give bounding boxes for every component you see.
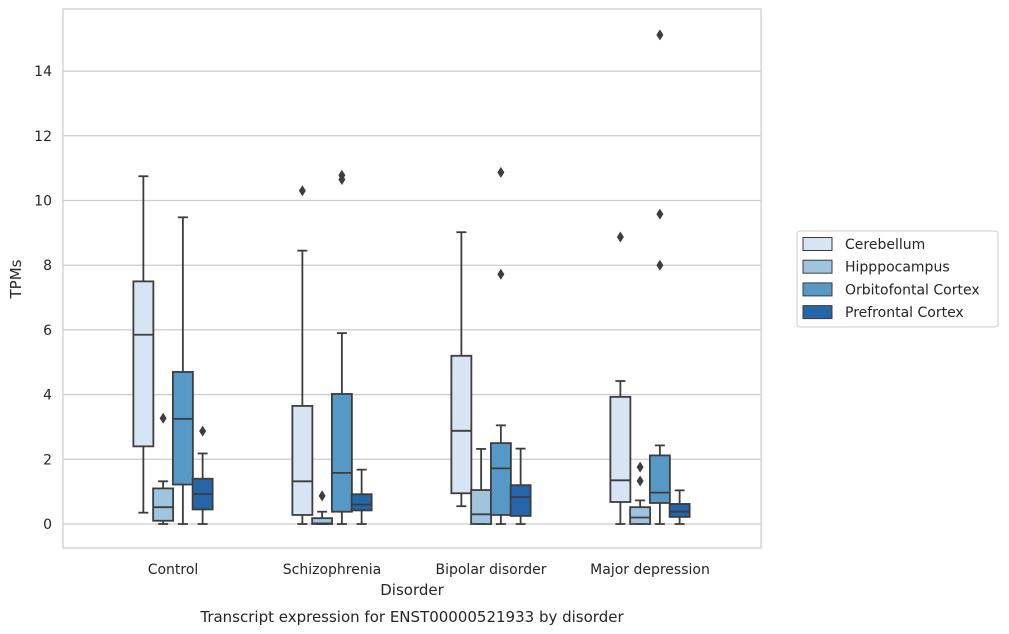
x-tick-label: Bipolar disorder	[435, 562, 546, 578]
box	[509, 484, 532, 517]
y-tick-label: 4	[43, 388, 52, 404]
y-tick-label: 14	[34, 64, 52, 80]
outlier-point	[497, 268, 505, 280]
outlier-point	[656, 29, 664, 41]
box	[132, 280, 155, 448]
legend-frame	[796, 230, 999, 328]
y-tick-label: 0	[43, 517, 52, 533]
box	[350, 493, 373, 512]
box	[470, 489, 493, 525]
box-group	[629, 461, 652, 525]
box	[291, 405, 314, 516]
box	[609, 395, 632, 503]
box	[668, 503, 691, 518]
outlier-point	[497, 166, 505, 178]
x-axis-label: Disorder	[380, 581, 444, 599]
y-tick-labels: 0 2 4 6 8 10 12 14	[34, 64, 52, 533]
x-tick-label: Control	[148, 562, 199, 578]
box	[330, 393, 353, 513]
box-group	[152, 412, 175, 525]
legend-label: Prefrontal Cortex	[845, 305, 964, 321]
box-group	[450, 231, 473, 508]
box-group	[350, 468, 373, 525]
plot-frame	[62, 8, 762, 549]
box-group	[311, 490, 334, 525]
legend: Cerebellum Hipppocampus Orbitofontal Corte…	[796, 230, 999, 328]
box-group	[489, 166, 512, 525]
box-group	[609, 231, 632, 525]
outlier-point	[338, 169, 346, 181]
box	[450, 354, 473, 495]
outlier-point	[616, 231, 624, 243]
box	[489, 442, 512, 516]
legend-swatch	[802, 305, 833, 320]
legend-swatch	[802, 282, 833, 297]
y-tick-label: 2	[43, 452, 52, 468]
outlier-point	[656, 208, 664, 220]
y-axis-label: TPMs	[7, 259, 25, 299]
box-plots	[132, 29, 691, 525]
legend-swatch	[802, 259, 833, 274]
box	[171, 371, 194, 486]
outlier-point	[318, 490, 326, 502]
legend-swatch	[802, 237, 833, 251]
box	[648, 454, 671, 504]
outlier-point	[656, 259, 664, 271]
box-group	[509, 447, 532, 525]
outlier-point	[636, 475, 644, 487]
outlier-point	[199, 425, 207, 437]
legend-label: Hipppocampus	[845, 260, 950, 276]
outlier-point	[159, 412, 167, 424]
legend-label: Cerebellum	[845, 237, 925, 253]
y-tick-label: 8	[43, 258, 52, 274]
x-tick-label: Major depression	[590, 562, 710, 578]
box-group	[191, 425, 214, 525]
box	[152, 487, 175, 522]
box-group	[171, 216, 194, 525]
legend-items: Cerebellum Hipppocampus Orbitofontal Corte…	[802, 237, 980, 321]
box-group	[330, 169, 353, 525]
y-tick-label: 10	[34, 194, 52, 210]
x-tick-labels: Control Schizophrenia Bipolar disorder Majo…	[148, 562, 710, 578]
box-group	[648, 29, 671, 525]
outlier-point	[298, 185, 306, 197]
box-group	[291, 185, 314, 525]
box-group	[668, 489, 691, 525]
x-tick-label: Schizophrenia	[283, 562, 381, 578]
y-tick-label: 6	[43, 323, 52, 339]
box-group	[470, 448, 493, 525]
box	[629, 506, 652, 525]
box-group	[132, 175, 155, 514]
legend-label: Orbitofontal Cortex	[845, 282, 980, 298]
y-tick-label: 12	[34, 129, 52, 145]
outlier-point	[636, 461, 644, 473]
chart-caption: Transcript expression for ENST0000052193…	[199, 608, 624, 626]
